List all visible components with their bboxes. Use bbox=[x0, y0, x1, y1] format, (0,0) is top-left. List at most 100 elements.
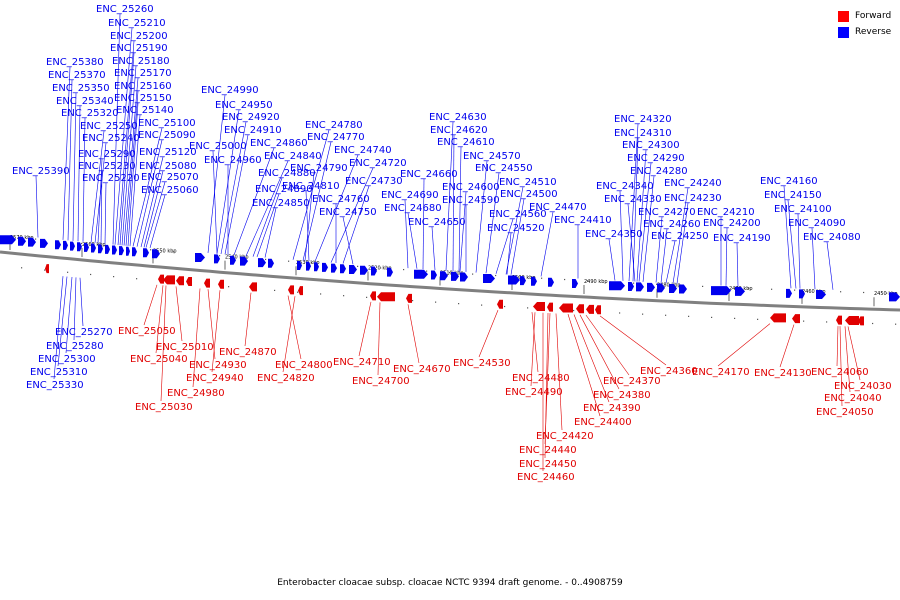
reverse-gene-label: ENC_25270 bbox=[55, 327, 113, 338]
reverse-gene-leader bbox=[475, 160, 488, 273]
forward-gene-label: ENC_24670 bbox=[393, 364, 451, 375]
reverse-gene-label: ENC_25330 bbox=[26, 380, 84, 391]
track-dot bbox=[21, 267, 23, 269]
track-dot bbox=[228, 286, 230, 288]
reverse-gene-leader bbox=[660, 228, 668, 283]
forward-gene-leader bbox=[599, 315, 667, 366]
forward-gene-arrow bbox=[163, 275, 175, 285]
reverse-gene-leader bbox=[783, 185, 792, 289]
reverse-gene-arrow bbox=[679, 284, 687, 294]
reverse-gene-label: ENC_24680 bbox=[384, 203, 442, 214]
track-dot bbox=[136, 278, 138, 280]
track-dot bbox=[863, 291, 865, 294]
reverse-gene-label: ENC_24910 bbox=[224, 125, 282, 136]
track-dot bbox=[35, 238, 37, 240]
forward-gene-arrow bbox=[595, 305, 601, 315]
reverse-gene-label: ENC_24630 bbox=[429, 112, 487, 123]
forward-gene-arrow bbox=[792, 314, 800, 324]
reverse-gene-leader bbox=[632, 137, 639, 282]
track-dot bbox=[619, 312, 621, 314]
reverse-gene-label: ENC_25230 bbox=[78, 161, 136, 172]
forward-gene-arrow bbox=[406, 293, 412, 303]
reverse-gene-leader bbox=[811, 227, 816, 290]
reverse-gene-label: ENC_24310 bbox=[614, 128, 672, 139]
forward-gene-leader bbox=[844, 326, 851, 393]
reverse-gene-leader bbox=[506, 232, 512, 275]
reverse-gene-leader bbox=[445, 121, 454, 271]
reverse-gene-leader bbox=[628, 123, 639, 282]
forward-gene-arrow bbox=[370, 291, 376, 301]
forward-gene-leader bbox=[282, 296, 296, 373]
reverse-gene-leader bbox=[407, 212, 418, 269]
track-dot bbox=[320, 293, 322, 295]
scale-label: 2460 kbp bbox=[802, 289, 826, 295]
reverse-gene-arrow bbox=[735, 286, 745, 296]
reverse-gene-arrow bbox=[799, 289, 805, 299]
track-dot bbox=[803, 320, 805, 322]
reverse-gene-arrow bbox=[55, 240, 61, 250]
reverse-gene-arrow bbox=[314, 262, 319, 272]
reverse-gene-leader bbox=[73, 277, 77, 341]
reverse-gene-label: ENC_25220 bbox=[82, 173, 140, 184]
reverse-gene-arrow bbox=[349, 264, 357, 274]
reverse-gene-leader bbox=[672, 187, 689, 284]
track-dot bbox=[458, 303, 460, 305]
reverse-gene-label: ENC_24150 bbox=[764, 190, 822, 201]
reverse-gene-leader bbox=[404, 199, 409, 269]
reverse-gene-arrow bbox=[258, 258, 266, 268]
forward-gene-arrow bbox=[45, 264, 49, 274]
reverse-gene-label: ENC_24160 bbox=[760, 176, 818, 187]
track-dot bbox=[872, 322, 874, 325]
reverse-gene-label: ENC_25300 bbox=[38, 354, 96, 365]
forward-gene-label: ENC_24030 bbox=[834, 381, 892, 392]
forward-gene-arrow bbox=[249, 282, 257, 292]
reverse-gene-arrow bbox=[414, 269, 428, 279]
scale-label: 2520 kbp bbox=[368, 266, 392, 272]
track-dot bbox=[840, 291, 842, 293]
reverse-gene-leader bbox=[302, 141, 332, 261]
forward-gene-label: ENC_24040 bbox=[824, 393, 882, 404]
track-dot bbox=[274, 289, 276, 292]
reverse-gene-arrow bbox=[268, 258, 274, 268]
reverse-gene-arrow bbox=[0, 235, 16, 245]
forward-gene-label: ENC_24050 bbox=[816, 407, 874, 418]
forward-gene-leader bbox=[358, 301, 372, 357]
reverse-gene-label: ENC_24500 bbox=[500, 189, 558, 200]
reverse-gene-label: ENC_24350 bbox=[585, 229, 643, 240]
reverse-gene-arrow bbox=[816, 290, 826, 300]
backbone-line bbox=[0, 250, 900, 312]
reverse-gene-leader bbox=[826, 241, 834, 290]
reverse-gene-label: ENC_24100 bbox=[774, 204, 832, 215]
forward-gene-label: ENC_24360 bbox=[640, 366, 698, 377]
reverse-gene-label: ENC_25280 bbox=[46, 341, 104, 352]
track-dot bbox=[412, 299, 414, 302]
reverse-gene-label: ENC_24990 bbox=[201, 85, 259, 96]
reverse-gene-leader bbox=[459, 191, 467, 272]
forward-gene-label: ENC_24800 bbox=[275, 360, 333, 371]
track-dot bbox=[173, 251, 175, 253]
reverse-gene-label: ENC_25080 bbox=[139, 161, 197, 172]
forward-gene-leader bbox=[839, 326, 843, 407]
forward-gene-label: ENC_24390 bbox=[583, 403, 641, 414]
reverse-gene-arrow bbox=[340, 264, 346, 274]
reverse-gene-label: ENC_25100 bbox=[138, 118, 196, 129]
reverse-gene-leader bbox=[627, 203, 636, 282]
reverse-gene-leader bbox=[57, 276, 68, 367]
reverse-gene-leader bbox=[123, 77, 139, 246]
forward-gene-label: ENC_24820 bbox=[257, 373, 315, 384]
track-dot bbox=[794, 289, 796, 291]
track-dot bbox=[642, 313, 644, 315]
reverse-gene-label: ENC_24890 bbox=[255, 184, 313, 195]
reverse-gene-label: ENC_25160 bbox=[114, 81, 172, 92]
reverse-gene-label: ENC_24620 bbox=[430, 125, 488, 136]
reverse-gene-arrow bbox=[152, 249, 160, 259]
track-dot bbox=[311, 262, 313, 264]
reverse-gene-leader bbox=[140, 156, 164, 248]
reverse-gene-leader bbox=[97, 158, 103, 244]
forward-gene-arrow bbox=[158, 274, 164, 284]
reverse-gene-arrow bbox=[387, 267, 393, 277]
forward-gene-label: ENC_25050 bbox=[118, 326, 176, 337]
reverse-gene-arrow bbox=[889, 292, 900, 302]
forward-gene-arrow bbox=[288, 285, 294, 295]
